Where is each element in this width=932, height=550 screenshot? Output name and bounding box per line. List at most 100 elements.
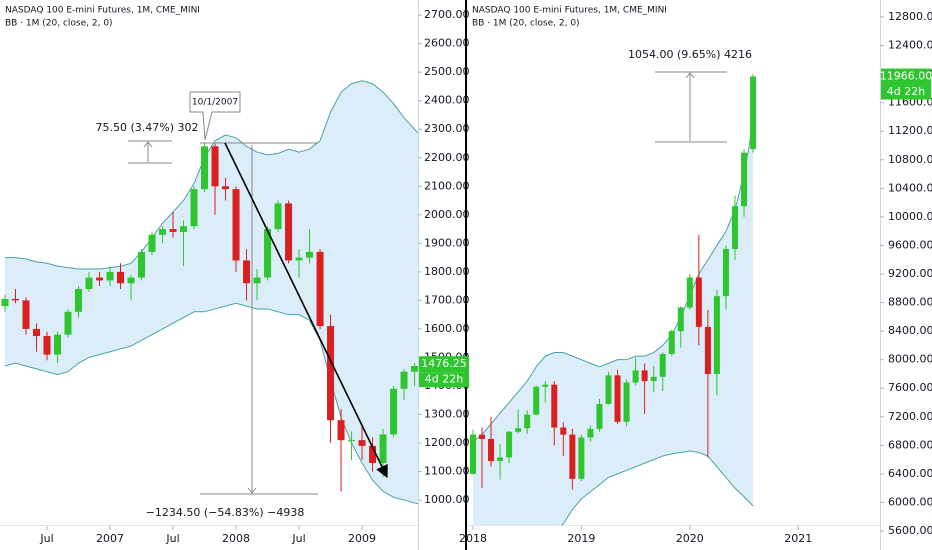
y-tick-label: 10000.00 [888,210,932,223]
y-tick-label: 1100.00 [424,465,470,478]
candle-body [232,189,240,261]
chart-title: NASDAQ 100 E-mini Futures, 1M, CME_MINI [472,6,667,16]
measure-label: 1054.00 (9.65%) 4216 [628,48,752,61]
y-tick-label: 2500.00 [424,65,470,78]
band-fill [472,124,754,525]
band-line [4,302,418,505]
measure-label: −1234.50 (−54.83%) −4938 [146,506,305,519]
y-tick-label: 10800.00 [888,153,932,166]
countdown-label: 4d 22h [425,373,463,386]
y-tick-label: 2200.00 [424,151,470,164]
y-tick-label: 1200.00 [424,436,470,449]
candle-body [722,249,729,297]
y-tick-label: 6400.00 [888,467,932,480]
y-tick-label: 1900.00 [424,236,470,249]
y-tick-label: 10400.00 [888,181,932,194]
candle-body [478,434,485,439]
candle-body [596,403,603,429]
y-tick-label: 6000.00 [888,495,932,508]
x-tick-label: Jul [165,532,179,545]
measure-label: 75.50 (3.47%) 302 [95,121,198,134]
candle-body [506,431,513,458]
candle-body [253,277,261,284]
x-tick-label: 2008 [222,532,250,545]
candle-body [569,434,576,479]
x-tick-label: 2007 [96,532,124,545]
candle-body [704,326,711,374]
candle-body [686,277,693,308]
countdown-box [419,372,469,388]
indicator-label: BB · 1M (20, close, 2, 0) [5,19,113,29]
y-tick-label: 2100.00 [424,179,470,192]
candle-body [533,386,540,415]
candle-body [578,437,585,479]
band-line [472,123,754,443]
candle-body [632,370,639,383]
last-price-box [419,356,469,373]
y-tick-label: 12800.00 [888,10,932,23]
x-tick-label: 2009 [348,532,376,545]
y-tick-label: 1600.00 [424,322,470,335]
y-tick-label: 1300.00 [424,407,470,420]
y-tick-label: 2700.00 [424,8,470,21]
candle-body [1,298,9,307]
candle-body [64,311,72,335]
y-tick-label: 7600.00 [888,381,932,394]
candle-body [614,375,621,422]
y-tick-label: 2600.00 [424,37,470,50]
y-tick-label: 8000.00 [888,353,932,366]
candle-body [741,152,748,207]
x-tick-label: 2021 [784,532,812,545]
candle-body [668,331,675,354]
candle-body [650,376,657,382]
chart-title: NASDAQ 100 E-mini Futures, 1M, CME_MINI [5,6,200,16]
candle-body [316,251,324,327]
last-price-label: 1476.25 [421,357,467,370]
candle-body [54,334,62,355]
y-tick-label: 5600.00 [888,524,932,537]
right-plot [469,74,757,525]
y-tick-label: 8800.00 [888,296,932,309]
candle-body [560,427,567,435]
y-tick-label: 9600.00 [888,238,932,251]
candle-body [497,457,504,462]
countdown-label: 4d 22h [887,85,925,98]
candle-body [138,251,146,278]
candle-body [96,277,104,281]
candle-body [605,375,612,404]
band-line [5,80,418,270]
candle-body [369,445,377,463]
candle-body [677,307,684,332]
candle-body [274,203,282,230]
y-tick-label: 12400.00 [888,39,932,52]
y-tick-label: 11200.00 [888,124,932,137]
left-plot [1,80,418,505]
y-tick-label: 1800.00 [424,265,470,278]
candle-body [623,382,630,422]
y-tick-label: 8400.00 [888,324,932,337]
x-tick-label: Jul [39,532,53,545]
candle-body [348,440,356,442]
measure-tool [128,91,318,495]
candle-body [285,203,293,261]
candle-body [148,234,156,252]
x-tick-label: 2019 [567,532,595,545]
candle-body [469,434,476,474]
candle-body [327,326,335,421]
candle-body [75,288,83,312]
candle-body [306,251,314,258]
x-tick-label: 2020 [676,532,704,545]
measure-tool [655,71,727,143]
candle-body [85,277,93,289]
candle-body [337,420,345,441]
candle-body [551,384,558,428]
candle-body [180,226,188,232]
candle-body [127,277,135,284]
candle-body [659,353,666,377]
x-tick-label: Jul [291,532,305,545]
candle-body [379,434,387,463]
candle-body [190,189,198,227]
candle-body [390,388,398,435]
candle-body [264,229,272,278]
